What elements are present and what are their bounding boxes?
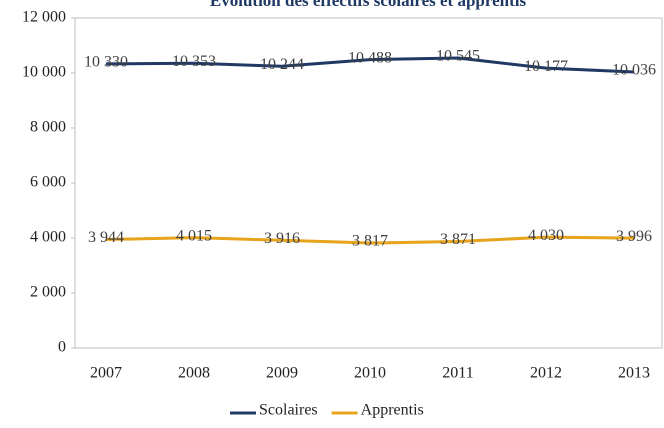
x-tick-label: 2007 [90, 365, 122, 382]
legend-label: Apprentis [361, 402, 424, 419]
series-line [105, 56, 635, 74]
data-label: 10 330 [84, 54, 128, 71]
data-label: 3 871 [440, 231, 476, 248]
series-line [105, 235, 635, 245]
legend-label: Scolaires [259, 402, 318, 419]
data-label: 10 244 [260, 56, 304, 73]
data-label: 10 353 [172, 53, 216, 70]
x-tick-label: 2012 [530, 365, 562, 382]
data-label: 3 817 [352, 233, 388, 250]
data-label: 10 177 [524, 58, 568, 75]
y-tick-label: 10 000 [22, 64, 66, 81]
y-tick-label: 2 000 [30, 284, 66, 301]
x-tick-label: 2009 [266, 365, 298, 382]
data-label: 3 996 [616, 228, 652, 245]
chart-title: Évolution des effectifs scolaires et app… [210, 0, 527, 10]
plot-border [74, 17, 663, 349]
x-tick-label: 2010 [354, 365, 386, 382]
data-label: 4 030 [528, 227, 564, 244]
y-tick-label: 8 000 [30, 119, 66, 136]
x-tick-label: 2008 [178, 365, 210, 382]
y-tick-label: 0 [58, 339, 66, 356]
data-label: 10 488 [348, 49, 392, 66]
y-tick-label: 4 000 [30, 229, 66, 246]
y-tick-label: 12 000 [22, 9, 66, 26]
data-label: 3 916 [264, 230, 300, 247]
x-tick-label: 2013 [618, 365, 650, 382]
data-label: 10 036 [612, 62, 656, 79]
data-label: 10 545 [436, 48, 480, 65]
y-tick-label: 6 000 [30, 174, 66, 191]
data-label: 4 015 [176, 227, 212, 244]
x-tick-label: 2011 [442, 365, 473, 382]
data-label: 3 944 [88, 229, 124, 246]
